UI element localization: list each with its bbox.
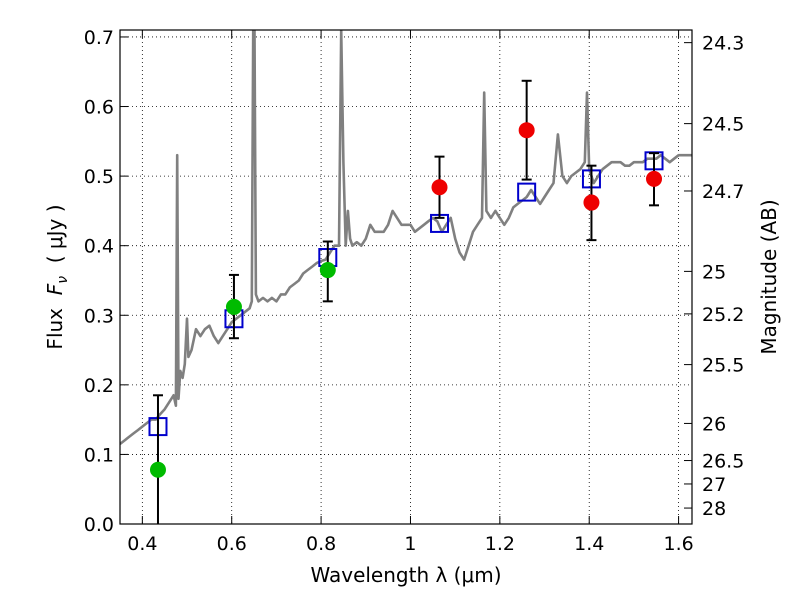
y2-tick-label: 26 bbox=[702, 413, 726, 435]
x-axis-label: Wavelength λ (μm) bbox=[310, 563, 501, 587]
model-spectrum bbox=[120, 30, 692, 446]
y-tick-label: 0.5 bbox=[84, 166, 114, 188]
model-photometry-square bbox=[517, 182, 537, 202]
y2-tick-label: 24.5 bbox=[702, 114, 744, 136]
y2-tick-label: 28 bbox=[702, 498, 726, 520]
x-tick-label: 0.8 bbox=[306, 533, 336, 555]
y-tick-label: 0.3 bbox=[84, 305, 114, 327]
y-axis-ticks: 0.0 0.1 0.2 0.3 0.4 0.5 0.6 0.7 bbox=[84, 27, 128, 536]
plot-frame bbox=[119, 29, 693, 525]
x-tick-label: 0.6 bbox=[217, 533, 247, 555]
observed-point-red bbox=[518, 122, 535, 139]
y-tick-label: 0.0 bbox=[84, 514, 114, 536]
observed-point-green bbox=[149, 461, 166, 478]
observed-points bbox=[149, 122, 663, 478]
y2-tick-label: 24.7 bbox=[702, 181, 744, 203]
x-axis-ticks: 0.4 0.6 0.8 1 1.2 1.4 1.6 bbox=[127, 30, 694, 555]
y-tick-label: 0.4 bbox=[84, 236, 114, 258]
x-tick-label: 1 bbox=[404, 533, 416, 555]
observed-point-red bbox=[646, 170, 663, 187]
model-spectrum-line bbox=[120, 30, 692, 446]
y2-tick-label: 25.2 bbox=[702, 304, 744, 326]
y2-axis-label: Magnitude (AB) bbox=[757, 199, 781, 354]
y-tick-label: 0.6 bbox=[84, 97, 114, 119]
x-tick-label: 1.4 bbox=[574, 533, 604, 555]
y2-tick-label: 27 bbox=[702, 474, 726, 496]
y2-tick-label: 26.5 bbox=[702, 451, 744, 473]
y-tick-label: 0.2 bbox=[84, 375, 114, 397]
y2-tick-label: 25 bbox=[702, 261, 726, 283]
x-tick-label: 1.2 bbox=[485, 533, 515, 555]
x-tick-label: 0.4 bbox=[127, 533, 157, 555]
y-tick-label: 0.1 bbox=[84, 444, 114, 466]
y2-tick-label: 24.3 bbox=[702, 33, 744, 55]
y2-tick-label: 25.5 bbox=[702, 355, 744, 377]
observed-point-red bbox=[431, 179, 448, 196]
observed-point-green bbox=[225, 298, 242, 315]
y-tick-label: 0.7 bbox=[84, 27, 114, 49]
observed-point-red bbox=[583, 194, 600, 211]
plot-background bbox=[120, 30, 692, 524]
observed-point-green bbox=[319, 262, 336, 279]
y-axis-label: Flux Fν ( μJy ) bbox=[43, 204, 71, 349]
x-tick-label: 1.6 bbox=[663, 533, 693, 555]
